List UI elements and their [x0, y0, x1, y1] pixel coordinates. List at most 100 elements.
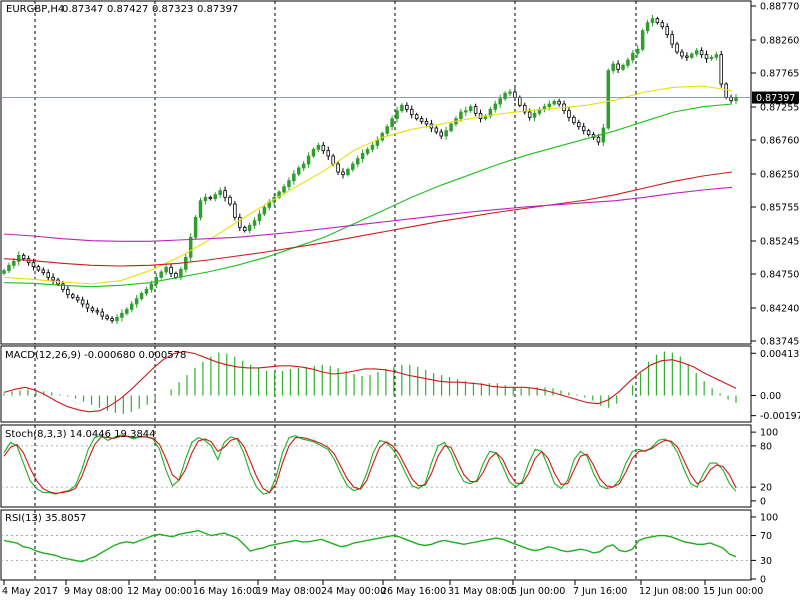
candle	[650, 18, 655, 24]
candle	[326, 150, 330, 157]
candle	[665, 26, 669, 36]
price-pane[interactable]	[0, 0, 752, 345]
candle	[459, 111, 463, 120]
candle	[670, 34, 674, 45]
candle	[110, 318, 114, 322]
candle	[523, 104, 527, 113]
time-axis-tick: 9 May 08:00	[64, 586, 123, 597]
stoch-signal-line	[3, 435, 737, 494]
candle	[631, 52, 635, 61]
rsi-pane[interactable]	[0, 509, 752, 581]
time-axis-tick: 16 May 16:00	[193, 586, 258, 597]
candle	[493, 103, 498, 110]
candle	[149, 283, 154, 290]
candle	[125, 308, 129, 314]
candle	[179, 268, 183, 278]
candle	[532, 112, 537, 118]
candle	[390, 118, 394, 128]
price-header-symbol: EURGBP,H4	[6, 4, 64, 15]
candle	[419, 118, 424, 122]
current-price-box	[752, 91, 799, 104]
candle	[12, 260, 16, 266]
candle	[577, 122, 581, 128]
macd-axis-tick: 0.00	[760, 391, 781, 402]
candle	[508, 91, 512, 94]
candle	[233, 203, 237, 218]
candle	[675, 43, 679, 53]
time-axis-tick: 4 May 2017	[2, 586, 58, 597]
rsi-line	[3, 529, 737, 563]
time-axis-tick: 31 May 08:00	[448, 586, 513, 597]
candle	[468, 106, 473, 112]
candle	[316, 144, 321, 150]
candle	[444, 130, 448, 137]
candle	[449, 123, 453, 132]
candle	[66, 288, 70, 296]
candle	[297, 167, 301, 175]
candle	[400, 104, 404, 112]
candle	[488, 108, 493, 117]
candle	[7, 264, 11, 272]
candle	[395, 110, 399, 120]
candle	[188, 236, 193, 258]
candle	[51, 276, 55, 281]
candle	[154, 276, 159, 285]
candle	[724, 83, 728, 98]
candle	[242, 226, 247, 232]
price-axis-tick: 0.84240	[760, 304, 799, 315]
price-axis-tick: 0.88770	[760, 2, 799, 13]
candle	[321, 144, 326, 152]
candle	[527, 111, 532, 118]
candle	[635, 48, 640, 54]
candle	[424, 120, 429, 125]
candle	[277, 191, 281, 198]
candle	[331, 155, 335, 165]
price-axis-tick: 0.87765	[760, 69, 799, 80]
time-axis-tick: 5 Jun 00:00	[511, 586, 565, 597]
moving-average-ma_fast	[3, 85, 733, 285]
candle	[355, 158, 360, 165]
candle	[375, 139, 380, 146]
candle	[31, 262, 36, 268]
candle	[626, 59, 630, 66]
rsi-axis-tick: 30	[760, 556, 772, 567]
candle	[518, 96, 522, 106]
candle	[552, 100, 556, 105]
candle	[704, 54, 709, 60]
candle	[100, 311, 105, 317]
candle	[139, 292, 144, 300]
time-axis-tick: 7 Jun 16:00	[573, 586, 627, 597]
price-axis-tick: 0.83745	[760, 337, 799, 348]
macd-axis-tick: -0.001972	[760, 411, 800, 422]
candle	[213, 194, 217, 200]
candle	[306, 155, 311, 165]
candle	[208, 196, 213, 200]
candle	[434, 127, 439, 133]
price-header-close: 0.87397	[197, 4, 238, 15]
moving-average-ma_slow	[3, 171, 733, 267]
candle	[252, 220, 257, 226]
stoch-pane[interactable]	[0, 424, 752, 508]
candle	[129, 303, 134, 310]
time-axis-tick: 26 May 16:00	[381, 586, 446, 597]
candle	[247, 224, 252, 232]
candle	[410, 108, 414, 116]
macd-pane[interactable]	[0, 345, 752, 423]
candle	[385, 126, 389, 134]
candle	[690, 53, 694, 58]
candle	[346, 168, 350, 176]
candle	[228, 196, 232, 205]
candle	[311, 148, 316, 157]
time-axis-tick: 24 May 00:00	[321, 586, 386, 597]
price-axis-tick: 0.86760	[760, 136, 799, 147]
candle	[223, 190, 227, 198]
rsi-header: RSI(13) 35.8057	[5, 513, 86, 524]
candle	[203, 196, 208, 202]
price-header-low: 0.87323	[152, 4, 193, 15]
candle	[567, 110, 571, 118]
stoch-axis-tick: 100	[760, 428, 778, 439]
time-axis-tick: 12 Jun 08:00	[639, 586, 699, 597]
candle	[282, 186, 286, 193]
candle	[405, 104, 409, 110]
